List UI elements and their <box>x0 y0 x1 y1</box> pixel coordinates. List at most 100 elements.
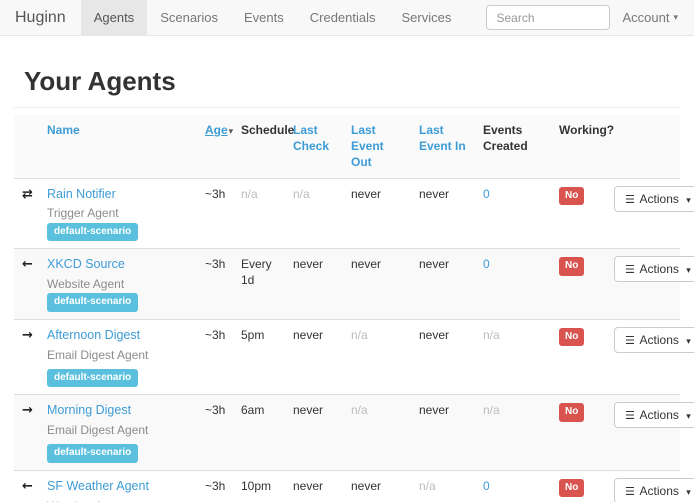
caret-down-icon: ▾ <box>686 486 691 497</box>
header-last-event-out[interactable]: Last Event Out <box>351 123 384 170</box>
left-arrow-icon: ← <box>22 257 33 273</box>
list-icon: ☰ <box>625 485 635 498</box>
agent-last-event-out: n/a <box>345 394 413 471</box>
agent-last-event-in: never <box>413 248 477 320</box>
agent-last-event-in: never <box>413 318 477 395</box>
caret-down-icon: ▾ <box>673 12 678 22</box>
right-arrow-icon: → <box>22 327 33 343</box>
page-title: Your Agents <box>24 66 176 96</box>
events-created-link: n/a <box>483 327 500 342</box>
header-age[interactable]: Age <box>205 123 228 137</box>
agent-age: ~3h <box>199 177 235 249</box>
agent-schedule: 6am <box>235 394 287 471</box>
working-status-badge: No <box>559 403 585 422</box>
header-working: Working? <box>553 115 614 179</box>
agent-last-event-out: n/a <box>345 318 413 395</box>
nav-item-scenarios[interactable]: Scenarios <box>160 10 218 25</box>
caret-down-icon: ▾ <box>686 265 691 276</box>
agent-row: ← SF Weather Agent Weather Agent default… <box>14 469 694 502</box>
agent-last-check: never <box>287 248 345 320</box>
events-created-link[interactable]: 0 <box>483 186 490 201</box>
actions-label: Actions <box>639 262 679 277</box>
agent-age: ~3h <box>199 394 235 471</box>
main-nav: Agents Scenarios Events Credentials Serv… <box>80 0 465 35</box>
caret-down-icon: ▾ <box>686 411 691 422</box>
scenario-badge[interactable]: default-scenario <box>47 368 139 388</box>
agent-last-check: never <box>287 318 345 395</box>
agent-row: ⇄ Rain Notifier Trigger Agent default-sc… <box>14 177 694 249</box>
table-body: ⇄ Rain Notifier Trigger Agent default-sc… <box>14 177 694 502</box>
agent-last-check: never <box>287 394 345 471</box>
header-schedule: Schedule <box>235 115 294 179</box>
search-input[interactable] <box>486 5 611 30</box>
navbar: Huginn Agents Scenarios Events Credentia… <box>0 0 694 36</box>
agent-name-link[interactable]: Morning Digest <box>47 403 132 418</box>
header-actions-col <box>608 115 680 179</box>
agent-type-label: Email Digest Agent <box>47 347 149 362</box>
events-created-link: n/a <box>483 403 500 418</box>
account-menu[interactable]: Account ▾ <box>622 10 694 25</box>
agent-name-link[interactable]: XKCD Source <box>47 257 125 272</box>
header-events-created: Events Created <box>477 115 553 179</box>
scenario-badge[interactable]: default-scenario <box>47 444 139 463</box>
agent-last-event-out: never <box>345 177 413 249</box>
navbar-right: Account ▾ <box>486 0 694 35</box>
agent-schedule: 5pm <box>235 318 287 395</box>
nav-item-credentials[interactable]: Credentials <box>309 10 376 25</box>
list-icon: ☰ <box>625 334 635 347</box>
header-last-event-in[interactable]: Last Event In <box>419 123 466 154</box>
working-status-badge: No <box>559 257 585 276</box>
agent-schedule: 10pm <box>235 469 287 502</box>
nav-item-agents[interactable]: Agents <box>80 0 148 35</box>
agent-type-label: Weather Agent <box>47 499 126 502</box>
actions-button[interactable]: ☰ Actions ▾ <box>614 185 694 212</box>
scenario-badge[interactable]: default-scenario <box>47 293 139 312</box>
agent-type-label: Email Digest Agent <box>47 423 149 438</box>
agent-name-link[interactable]: SF Weather Agent <box>47 478 149 493</box>
header-icon-col <box>14 115 41 179</box>
agent-last-event-in: never <box>413 394 477 471</box>
events-created-link[interactable]: 0 <box>483 478 490 493</box>
working-status-badge: No <box>559 186 585 206</box>
agent-last-check: never <box>287 469 345 502</box>
header-last-check[interactable]: Last Check <box>293 123 330 154</box>
list-icon: ☰ <box>625 264 635 277</box>
actions-button[interactable]: ☰ Actions ▾ <box>614 477 694 502</box>
events-created-link[interactable]: 0 <box>483 257 490 272</box>
agent-last-event-out: never <box>345 469 413 502</box>
header-name[interactable]: Name <box>47 123 80 137</box>
actions-button[interactable]: ☰ Actions ▾ <box>614 402 694 429</box>
agent-age: ~3h <box>199 318 235 395</box>
caret-down-icon: ▾ <box>686 335 691 346</box>
caret-down-icon: ▾ <box>686 194 691 205</box>
table-header: Name Age▾ Schedule Last Check Last Event… <box>14 115 680 179</box>
agent-schedule: n/a <box>235 177 287 249</box>
right-arrow-icon: → <box>22 403 33 419</box>
agent-row: ← XKCD Source Website Agent default-scen… <box>14 248 694 320</box>
agent-type-label: Website Agent <box>47 277 125 291</box>
nav-item-services[interactable]: Services <box>401 10 452 25</box>
brand-logo[interactable]: Huginn <box>15 8 66 26</box>
divider <box>14 107 680 108</box>
actions-label: Actions <box>639 408 679 423</box>
actions-button[interactable]: ☰ Actions ▾ <box>614 256 694 283</box>
working-status-badge: No <box>559 327 585 347</box>
nav-item-events[interactable]: Events <box>244 10 284 25</box>
actions-label: Actions <box>639 483 679 498</box>
sort-caret-icon: ▾ <box>228 126 234 136</box>
account-label: Account <box>622 10 670 25</box>
agent-last-event-out: never <box>345 248 413 320</box>
list-icon: ☰ <box>625 410 635 423</box>
left-arrow-icon: ← <box>22 478 33 494</box>
agent-last-event-in: never <box>413 177 477 249</box>
main-content: Your Agents Name Age▾ Schedule Last Chec… <box>0 66 694 502</box>
agent-row: → Morning Digest Email Digest Agent defa… <box>14 394 694 471</box>
list-icon: ☰ <box>625 193 635 206</box>
agent-name-link[interactable]: Rain Notifier <box>47 186 116 201</box>
agent-age: ~3h <box>199 469 235 502</box>
actions-label: Actions <box>639 332 679 347</box>
actions-label: Actions <box>639 191 679 206</box>
agent-name-link[interactable]: Afternoon Digest <box>47 327 141 342</box>
actions-button[interactable]: ☰ Actions ▾ <box>614 326 694 353</box>
scenario-badge[interactable]: default-scenario <box>47 222 139 242</box>
